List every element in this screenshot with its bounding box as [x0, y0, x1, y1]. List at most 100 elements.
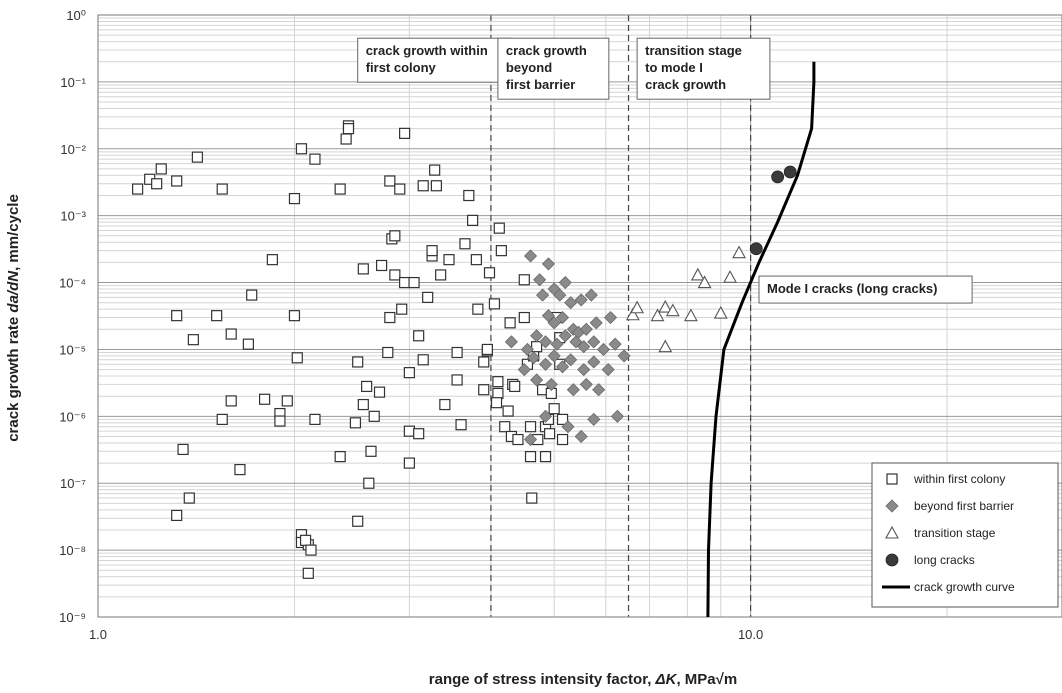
x-axis-title-units: , MPa√m [676, 671, 737, 688]
crack-growth-curve-line [706, 61, 816, 618]
beyond-first-barrier-point [577, 340, 591, 354]
beyond-first-barrier-point [504, 335, 518, 349]
y-axis-title-prefix: crack growth rate [5, 313, 22, 442]
y-tick-label: 10⁻⁶ [59, 409, 86, 424]
beyond-first-barrier-point [574, 429, 588, 444]
within-first-colony-point [518, 311, 530, 324]
x-tick-label: 10.0 [738, 627, 763, 642]
within-first-colony-point [481, 343, 493, 356]
within-first-colony-point [478, 384, 490, 396]
within-first-colony-point [556, 433, 569, 446]
within-first-colony-point [430, 180, 442, 192]
stage-label-text: Mode I cracks (long cracks) [767, 281, 938, 296]
within-first-colony-point [361, 380, 373, 393]
beyond-first-barrier-point [547, 349, 561, 363]
within-first-colony-point [384, 311, 396, 324]
beyond-first-barrier-point [541, 257, 556, 271]
within-first-colony-point [234, 463, 246, 476]
within-first-colony-point [357, 263, 369, 275]
beyond-first-barrier-point [538, 357, 553, 371]
beyond-first-barrier-point [587, 355, 601, 369]
y-axis-title-symbol: da/dN [5, 270, 22, 313]
beyond-first-barrier-point [527, 351, 541, 365]
within-first-colony-point [451, 346, 463, 359]
within-first-colony-point [399, 127, 411, 139]
beyond-first-barrier-point [592, 383, 606, 397]
transition-stage-point [665, 303, 680, 317]
beyond-first-barrier-point [536, 288, 550, 302]
within-first-colony-point [403, 367, 415, 379]
beyond-first-barrier-point [566, 383, 580, 397]
y-tick-label: 10⁻² [60, 142, 86, 157]
within-first-colony-point [132, 183, 144, 195]
transition-stage-point [697, 275, 712, 289]
within-first-colony-point [288, 192, 301, 205]
within-first-colony-point [349, 417, 362, 429]
within-first-colony-point [495, 245, 507, 257]
stage-label-text: first colony [366, 60, 437, 75]
stage-label-text: beyond [506, 60, 552, 75]
within-first-colony-point [455, 419, 467, 431]
within-first-colony-point [191, 151, 203, 163]
beyond-first-barrier-point [564, 353, 578, 367]
within-first-colony-point [499, 421, 511, 433]
within-first-colony-point [258, 393, 271, 405]
transition-stage-point [713, 305, 728, 319]
transition-stage-point [732, 245, 746, 259]
stage-label-text: first barrier [506, 77, 575, 92]
within-first-colony-point [171, 310, 183, 322]
legend-label: long cracks [914, 553, 975, 567]
within-first-colony-point [539, 451, 552, 463]
within-first-colony-point [518, 274, 530, 286]
transition-stage-point [625, 307, 640, 321]
beyond-first-barrier-point [579, 322, 593, 336]
within-first-colony-point [299, 534, 312, 546]
x-tick-label: 1.0 [89, 627, 107, 642]
within-first-colony-point [384, 175, 396, 187]
within-first-colony-point [467, 214, 479, 226]
y-tick-label: 10⁻⁹ [59, 610, 86, 625]
within-first-colony-point [225, 328, 237, 340]
y-tick-label: 10⁻⁴ [59, 276, 86, 291]
beyond-first-barrier-point [517, 363, 531, 377]
within-first-colony-point [492, 387, 504, 400]
y-axis-title: crack growth rate da/dN, mm/cycle [5, 194, 22, 442]
beyond-first-barrier-point [564, 296, 578, 310]
within-first-colony-point [171, 509, 183, 522]
within-first-colony-point [439, 398, 451, 411]
within-first-colony-point [342, 123, 355, 135]
beyond-first-barrier-point [553, 288, 567, 302]
beyond-first-barrier-point [610, 409, 624, 423]
y-tick-labels: 10⁰ 10⁻¹ 10⁻² 10⁻³ 10⁻⁴ 10⁻⁵ 10⁻⁶ 10⁻⁷ 10⁻⁸ 10⁻⁹ [59, 8, 87, 625]
within-first-colony-point [363, 477, 375, 489]
x-tick-labels: 1.0 10.0 [89, 627, 763, 642]
within-first-colony-point [463, 189, 475, 202]
beyond-first-barrier-point [558, 329, 572, 343]
stage-label-text: transition stage [645, 43, 742, 58]
within-first-colony-point [309, 413, 321, 425]
stage-label-box: Mode I cracks (long cracks) [758, 275, 973, 304]
beyond-first-barrier-point [561, 420, 575, 434]
within-first-colony-point [365, 445, 377, 457]
within-first-colony-point [492, 376, 504, 388]
within-first-colony-point [225, 395, 237, 407]
within-first-colony-point [426, 245, 438, 257]
x-axis-title: range of stress intensity factor, ΔK, MP… [429, 671, 737, 688]
legend-label: transition stage [914, 526, 996, 540]
beyond-first-barrier-point [574, 293, 588, 307]
y-tick-label: 10⁻³ [60, 209, 86, 224]
within-first-colony-point [309, 153, 321, 165]
beyond-first-barrier-point [617, 349, 631, 363]
x-axis-title-prefix: range of stress intensity factor, [429, 671, 656, 688]
within-first-colony-point [389, 269, 401, 281]
within-first-colony-point [488, 298, 501, 310]
beyond-first-barrier-point [523, 249, 538, 263]
long-cracks-point [771, 170, 785, 184]
stage-label-background [758, 275, 973, 304]
transition-stage-point [690, 267, 705, 281]
stage-label-background [497, 37, 610, 100]
beyond-first-barrier-point [555, 360, 570, 374]
transition-stage-point [723, 270, 737, 283]
x-axis-title-symbol: ΔK [655, 671, 678, 688]
